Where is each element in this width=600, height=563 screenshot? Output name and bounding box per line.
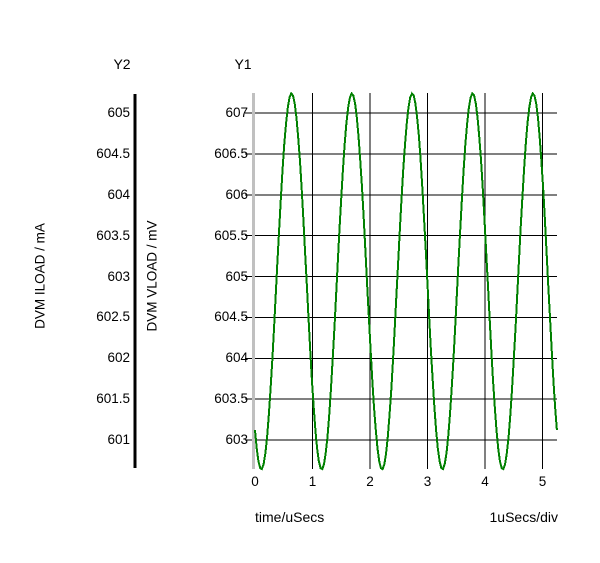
vload-trace: [254, 91, 558, 471]
y2-tick-label: 605: [107, 105, 130, 120]
y2-tick-label: 602: [107, 350, 130, 366]
y1-tick-label: 606: [225, 186, 248, 202]
y2-tick-label: 603: [107, 268, 130, 284]
y1-tick-label: 607: [225, 105, 248, 120]
y1-tick-label: 603: [225, 432, 248, 447]
y2-tick-label: 604: [107, 186, 130, 202]
x-tick-label: 5: [538, 474, 547, 489]
y1-tick-label: 605: [225, 268, 248, 284]
y2-tick-label: 601: [107, 432, 130, 447]
x-tick-label: 2: [366, 474, 374, 489]
x-tick-label: 4: [481, 474, 489, 489]
y2-axis-header: Y2: [113, 56, 131, 72]
x-axis-caption: time/uSecs: [255, 509, 325, 525]
y2-tick-label: 601.5: [96, 391, 130, 407]
y2-tick-label: 604.5: [96, 145, 130, 161]
y1-axis-header: Y1: [234, 56, 252, 72]
y1-tick-label: 604.5: [214, 309, 248, 325]
x-tick-label: 0: [251, 474, 259, 489]
scale-per-div-caption: 1uSecs/div: [489, 509, 558, 525]
y2-tick-label: 603.5: [96, 227, 130, 243]
y2-tick-label: 602.5: [96, 309, 130, 325]
y1-tick-label: 604: [225, 350, 248, 366]
x-tick-label: 3: [423, 474, 432, 489]
y1-tick-label: 606.5: [214, 145, 248, 161]
x-tick-label: 1: [308, 474, 317, 489]
y1-tick-label: 605.5: [214, 227, 248, 243]
y1-tick-label: 603.5: [214, 391, 248, 407]
